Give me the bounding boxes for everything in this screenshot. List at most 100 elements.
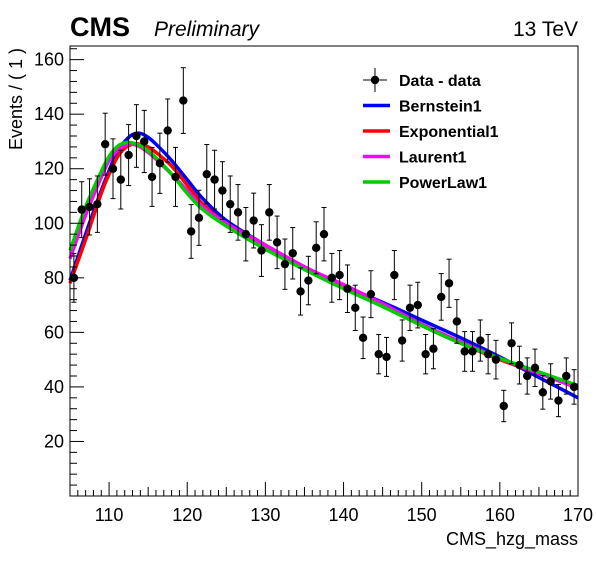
data-point (179, 67, 188, 134)
data-marker (296, 287, 305, 296)
data-point (194, 189, 204, 246)
legend-label: Bernstein1 (399, 99, 482, 116)
data-marker (257, 246, 266, 255)
data-point (460, 331, 469, 372)
data-point (319, 206, 329, 262)
data-marker (554, 396, 563, 405)
data-point (491, 339, 501, 380)
data-point (265, 184, 274, 241)
legend-label: PowerLaw1 (399, 175, 487, 192)
data-marker (413, 300, 422, 310)
data-point (429, 328, 438, 370)
data-point (374, 334, 383, 375)
data-point (85, 178, 94, 236)
data-point (444, 258, 454, 308)
data-marker (562, 371, 571, 381)
data-marker (327, 273, 337, 283)
legend-entry: Bernstein1 (363, 99, 482, 116)
data-point (272, 215, 282, 270)
data-marker (171, 172, 180, 182)
x-tick-label: 110 (95, 505, 124, 525)
data-point (147, 146, 157, 207)
preliminary-label: Preliminary (154, 18, 261, 41)
data-point (108, 138, 118, 200)
data-point (241, 206, 251, 262)
data-marker (226, 199, 235, 209)
data-point (530, 348, 540, 388)
data-marker (523, 371, 532, 381)
legend-entry: PowerLaw1 (363, 175, 487, 192)
y-tick-label: 160 (34, 50, 64, 70)
data-marker (194, 213, 204, 223)
data-point (421, 334, 430, 375)
data-point (327, 252, 337, 303)
data-marker (108, 164, 118, 173)
data-marker (140, 137, 149, 146)
data-point (124, 124, 133, 187)
data-point (249, 192, 258, 249)
data-marker (186, 227, 196, 236)
data-marker (546, 377, 555, 386)
legend-label: Laurent1 (399, 150, 467, 167)
data-point (405, 284, 415, 331)
data-marker (507, 339, 516, 348)
data-marker (210, 175, 219, 184)
data-point (93, 175, 102, 233)
data-marker (147, 172, 157, 182)
x-tick-label: 160 (485, 505, 515, 525)
data-point (452, 299, 462, 344)
legend-entry: Laurent1 (363, 150, 467, 167)
data-point (523, 357, 532, 395)
data-marker (429, 344, 438, 353)
data-point (311, 221, 321, 275)
data-marker (382, 352, 391, 362)
data-marker (460, 347, 469, 356)
x-axis-label: CMS_hzg_mass (446, 529, 578, 550)
y-tick-label: 40 (44, 377, 64, 397)
data-marker (358, 333, 368, 343)
data-marker (77, 205, 86, 214)
data-point (304, 255, 313, 306)
data-point (351, 284, 360, 331)
legend-marker (370, 75, 380, 85)
y-tick-label: 140 (34, 104, 64, 124)
data-point (218, 161, 227, 220)
data-marker (351, 303, 360, 313)
plot-frame (69, 45, 579, 497)
data-marker (499, 401, 508, 411)
data-marker (304, 276, 313, 285)
fit-curve-powerlaw1 (68, 140, 579, 388)
legend-entry: Data - data (363, 68, 481, 92)
y-axis-label: Events / ( 1 ) (6, 48, 26, 150)
data-points (69, 67, 579, 423)
x-tick-label: 150 (407, 505, 437, 525)
x-tick-label: 170 (563, 505, 593, 525)
data-marker (249, 216, 258, 225)
y-tick-label: 120 (34, 159, 64, 179)
legend-label: Exponential1 (399, 124, 499, 141)
data-point (507, 322, 516, 365)
data-marker (179, 96, 188, 105)
data-marker (437, 292, 446, 302)
data-point (515, 345, 524, 385)
data-point (390, 250, 399, 301)
data-marker (272, 238, 282, 247)
data-point (562, 357, 571, 395)
data-point (210, 149, 219, 210)
data-point (226, 175, 235, 233)
data-point (554, 383, 563, 418)
data-marker (374, 349, 383, 359)
data-point (382, 336, 391, 377)
data-marker (421, 349, 430, 359)
y-tick-label: 100 (34, 213, 64, 233)
data-point (296, 267, 305, 316)
data-marker (366, 289, 376, 299)
legend-entry: Exponential1 (363, 124, 499, 141)
data-point (186, 204, 196, 259)
data-marker (515, 360, 524, 370)
data-marker (319, 229, 329, 239)
fit-curve-laurent1 (68, 142, 579, 390)
data-point (437, 273, 446, 321)
x-tick-label: 120 (172, 505, 202, 525)
data-point (569, 369, 579, 405)
